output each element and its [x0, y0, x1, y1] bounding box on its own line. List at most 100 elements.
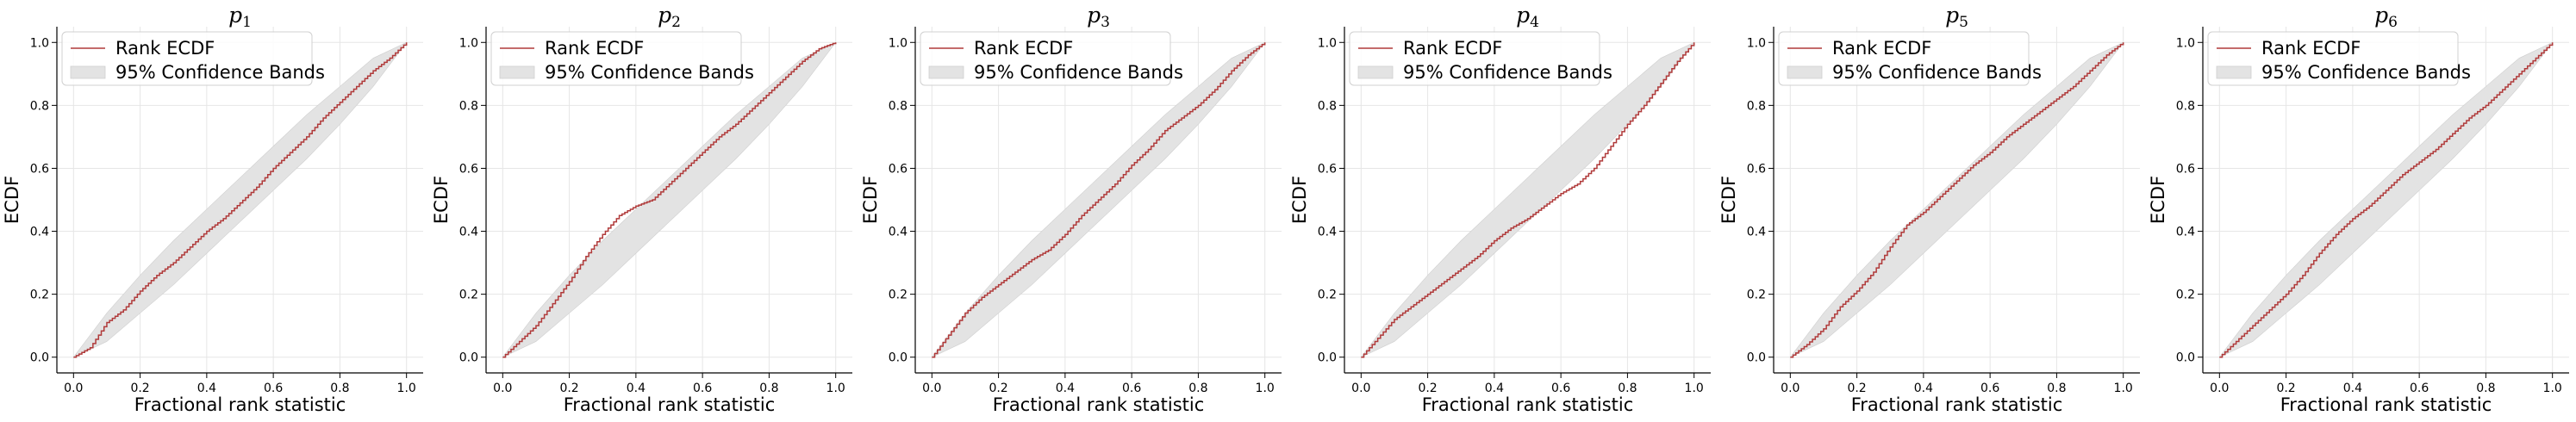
x-tick-label-0: 0.0: [64, 382, 83, 395]
y-tick-label-3: 0.6: [459, 162, 478, 176]
x-tick-label-3: 0.6: [264, 382, 283, 395]
y-tick-label-5: 1.0: [1318, 36, 1337, 50]
y-axis-label: ECDF: [1289, 176, 1310, 224]
y-tick-label-3: 0.6: [30, 162, 49, 176]
chart-panel-3: 0.0 0.2 0.4 0.6 0.8 1.0 0.0 0.2 0.4 0.6 0.8 1.0 Frac…: [860, 3, 1282, 415]
x-tick-label-0: 0.0: [1781, 382, 1799, 395]
y-tick-label-4: 0.8: [1747, 99, 1766, 113]
y-tick-label-2: 0.4: [459, 226, 478, 239]
chart-title: p3: [1087, 3, 1110, 31]
legend: Rank ECDF 95% Confidence Bands: [1349, 31, 1612, 86]
x-tick-label-2: 0.4: [1056, 382, 1075, 395]
x-tick-label-1: 0.2: [1847, 382, 1866, 395]
legend: Rank ECDF 95% Confidence Bands: [920, 31, 1183, 86]
legend-label-1: Rank ECDF: [115, 38, 215, 59]
chart-panel-1: 0.0 0.2 0.4 0.6 0.8 1.0 0.0 0.2 0.4 0.6 0.8 1.0 Frac…: [2, 3, 423, 415]
y-tick-label-1: 0.2: [889, 289, 908, 302]
legend-label-2: 95% Confidence Bands: [1403, 62, 1612, 83]
legend-label-1: Rank ECDF: [1832, 38, 1931, 59]
y-tick-label-4: 0.8: [2176, 99, 2195, 113]
chart-title-base: p: [658, 3, 671, 28]
y-tick-label-4: 0.8: [1318, 99, 1337, 113]
chart-title-subscript: 6: [2388, 14, 2398, 31]
x-tick-label-0: 0.0: [493, 382, 512, 395]
x-tick-label-5: 1.0: [826, 382, 845, 395]
ecdf-line-series-1: [1790, 42, 2124, 358]
legend-label-1: Rank ECDF: [545, 38, 644, 59]
x-tick-label-4: 0.8: [330, 382, 349, 395]
ecdf-line-series-1: [1361, 42, 1695, 358]
y-tick-label-2: 0.4: [2176, 226, 2195, 239]
ecdf-line-series-1: [2219, 42, 2554, 358]
legend: Rank ECDF 95% Confidence Bands: [490, 31, 754, 86]
x-tick-label-5: 1.0: [1256, 382, 1275, 395]
x-tick-label-5: 1.0: [397, 382, 416, 395]
x-tick-label-2: 0.4: [197, 382, 216, 395]
y-tick-label-2: 0.4: [1318, 226, 1337, 239]
legend-frame: [1349, 31, 1600, 86]
y-axis-label: ECDF: [2148, 176, 2168, 224]
legend-label-1: Rank ECDF: [974, 38, 1073, 59]
x-tick-label-3: 0.6: [1122, 382, 1141, 395]
y-tick-label-0: 0.0: [1318, 351, 1337, 365]
x-tick-label-4: 0.8: [2476, 382, 2495, 395]
chart-title: p6: [2374, 3, 2398, 31]
x-axis-label: Fractional rank statistic: [1851, 394, 2063, 415]
y-tick-label-1: 0.2: [2176, 289, 2195, 302]
legend-swatch-band: [70, 65, 106, 79]
legend-swatch-band: [1357, 65, 1394, 79]
confidence-band: [1361, 41, 1694, 358]
chart-title: p2: [658, 3, 681, 31]
y-tick-label-0: 0.0: [889, 351, 908, 365]
x-tick-label-0: 0.0: [2210, 382, 2229, 395]
legend-swatch-band: [928, 65, 964, 79]
x-tick-label-3: 0.6: [1980, 382, 1999, 395]
chart-title: p4: [1516, 3, 1539, 31]
ecdf-line-series-1: [502, 42, 837, 358]
legend-label-1: Rank ECDF: [2261, 38, 2361, 59]
chart-title-base: p: [1516, 3, 1530, 28]
y-tick-label-5: 1.0: [2176, 36, 2195, 50]
x-tick-label-0: 0.0: [1351, 382, 1370, 395]
y-tick-label-2: 0.4: [30, 226, 49, 239]
ecdf-line-series-1: [932, 42, 1266, 358]
legend-label-2: 95% Confidence Bands: [115, 62, 325, 83]
x-tick-label-1: 0.2: [2276, 382, 2295, 395]
x-tick-label-5: 1.0: [2543, 382, 2562, 395]
legend: Rank ECDF 95% Confidence Bands: [61, 31, 325, 86]
x-tick-label-5: 1.0: [1685, 382, 1704, 395]
y-tick-label-0: 0.0: [2176, 351, 2195, 365]
legend: Rank ECDF 95% Confidence Bands: [2207, 31, 2471, 86]
x-tick-label-5: 1.0: [2114, 382, 2133, 395]
chart-title-subscript: 1: [242, 14, 252, 31]
chart-panel-6: 0.0 0.2 0.4 0.6 0.8 1.0 0.0 0.2 0.4 0.6 0.8 1.0 Frac…: [2148, 3, 2569, 415]
legend-swatch-band: [499, 65, 535, 79]
x-tick-label-2: 0.4: [627, 382, 646, 395]
chart-title-base: p: [1087, 3, 1101, 28]
legend-label-2: 95% Confidence Bands: [1832, 62, 2042, 83]
x-tick-label-3: 0.6: [2410, 382, 2429, 395]
chart-title: p5: [1945, 3, 1968, 31]
y-tick-label-1: 0.2: [1318, 289, 1337, 302]
y-tick-label-4: 0.8: [459, 99, 478, 113]
x-tick-label-3: 0.6: [693, 382, 712, 395]
x-tick-label-4: 0.8: [1188, 382, 1207, 395]
x-tick-label-1: 0.2: [989, 382, 1007, 395]
y-tick-label-2: 0.4: [889, 226, 908, 239]
y-axis-label: ECDF: [431, 176, 452, 224]
legend-label-2: 95% Confidence Bands: [974, 62, 1183, 83]
chart-title-base: p: [228, 3, 242, 28]
y-tick-label-2: 0.4: [1747, 226, 1766, 239]
legend: Rank ECDF 95% Confidence Bands: [1778, 31, 2042, 86]
y-tick-label-4: 0.8: [889, 99, 908, 113]
legend-frame: [2207, 31, 2459, 86]
legend-frame: [920, 31, 1171, 86]
y-tick-label-0: 0.0: [459, 351, 478, 365]
y-axis-label: ECDF: [860, 176, 881, 224]
x-tick-label-3: 0.6: [1551, 382, 1570, 395]
x-tick-label-4: 0.8: [759, 382, 778, 395]
x-tick-label-1: 0.2: [1418, 382, 1437, 395]
chart-panel-5: 0.0 0.2 0.4 0.6 0.8 1.0 0.0 0.2 0.4 0.6 0.8 1.0 Frac…: [1718, 3, 2140, 415]
chart-panel-4: 0.0 0.2 0.4 0.6 0.8 1.0 0.0 0.2 0.4 0.6 0.8 1.0 Frac…: [1289, 3, 1711, 415]
